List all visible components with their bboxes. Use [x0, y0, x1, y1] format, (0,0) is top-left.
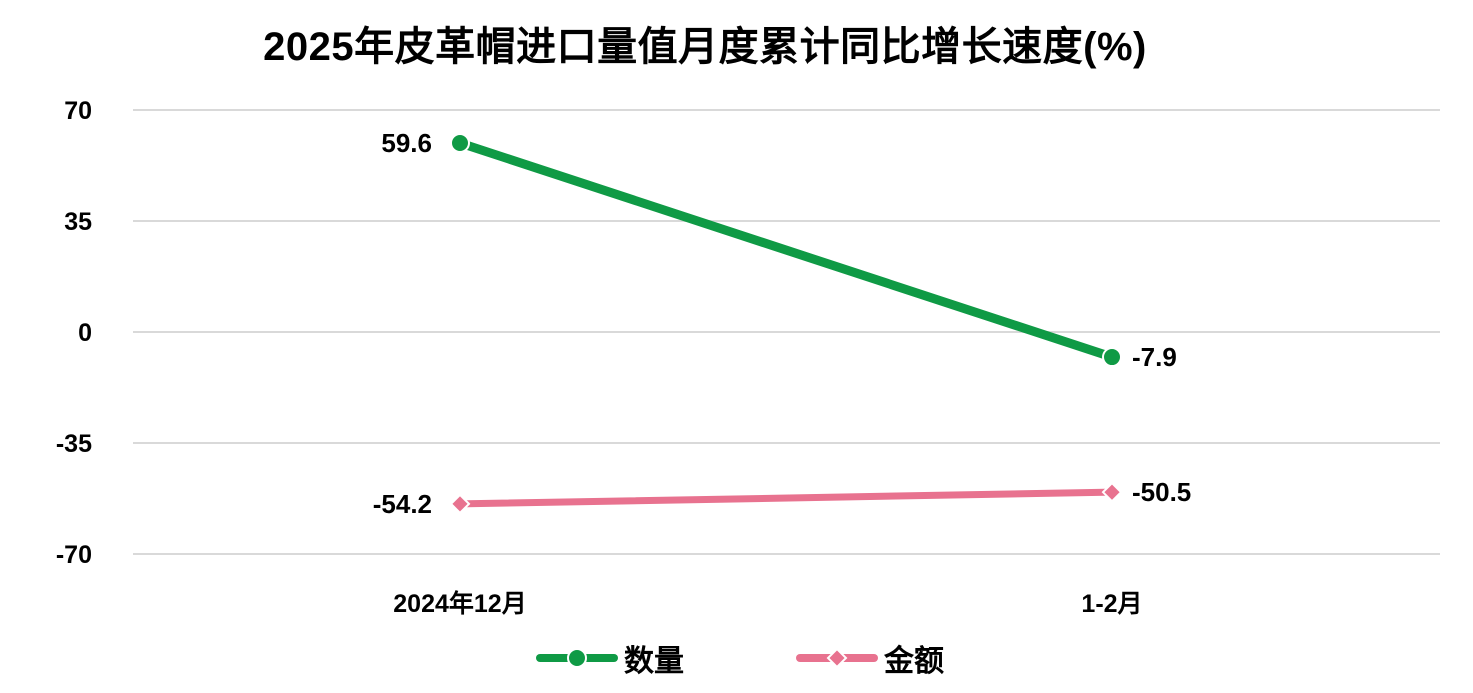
legend-label-quantity: 数量 — [624, 645, 684, 678]
legend: 数量 金额 — [0, 636, 1473, 680]
series-line-amount — [456, 488, 1116, 508]
data-label: -50.5 — [1132, 477, 1191, 507]
legend-item-amount[interactable]: 金额 — [796, 636, 944, 680]
gridlines — [133, 109, 1440, 555]
legend-item-quantity[interactable]: 数量 — [536, 636, 684, 680]
legend-diamond-marker-icon — [796, 647, 878, 669]
y-tick-label: -35 — [56, 430, 92, 458]
y-tick-label: 70 — [64, 97, 92, 125]
y-tick-label: -70 — [56, 541, 92, 569]
circle-marker-icon[interactable] — [1102, 347, 1122, 368]
y-tick-label: 0 — [78, 319, 92, 347]
data-labels: 59.6 -7.9 -54.2 -50.5 — [373, 128, 1192, 519]
data-label: -7.9 — [1132, 342, 1177, 372]
y-axis-ticks: 70 35 0 -35 -70 — [56, 97, 92, 569]
series-line-quantity — [455, 138, 1117, 362]
x-axis-ticks: 2024年12月 1-2月 — [393, 589, 1142, 618]
data-label: -54.2 — [373, 489, 432, 519]
series-lines — [449, 132, 1123, 515]
x-tick-label: 2024年12月 — [393, 589, 526, 618]
data-label: 59.6 — [381, 128, 432, 158]
chart-title: 2025年皮革帽进口量值月度累计同比增长速度(%) — [263, 25, 1147, 69]
legend-circle-marker-icon — [536, 648, 618, 668]
legend-label-amount: 金额 — [884, 645, 944, 678]
x-tick-label: 1-2月 — [1081, 590, 1142, 618]
diamond-marker-icon[interactable] — [1101, 481, 1123, 503]
circle-marker-icon[interactable] — [450, 132, 470, 153]
y-tick-label: 35 — [64, 208, 92, 236]
diamond-marker-icon[interactable] — [449, 493, 471, 515]
